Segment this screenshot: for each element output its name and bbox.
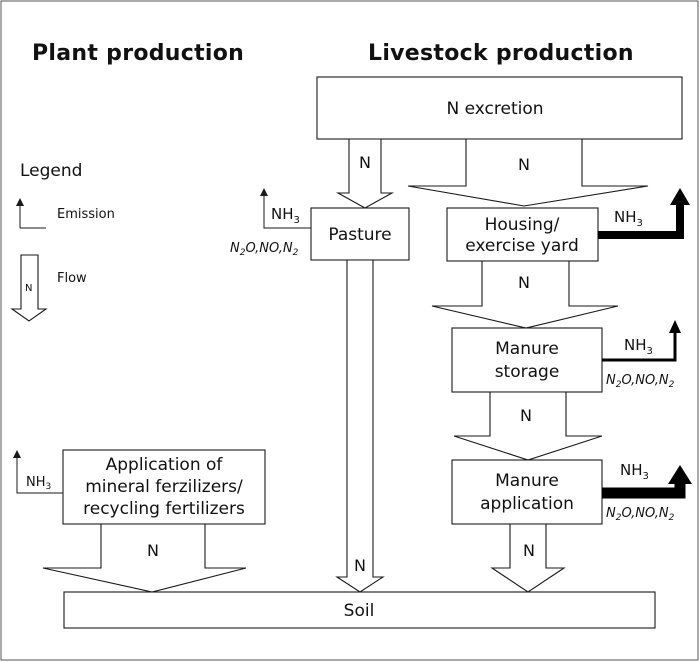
flow-label-excretion-to-housing: N bbox=[518, 155, 530, 174]
mineral-fertilizer-label-line2: mineral ferzilizers/ bbox=[85, 477, 243, 497]
legend-emission-arrow-icon bbox=[19, 202, 46, 229]
pasture-n2o-label: N2O,NO,N2 bbox=[230, 241, 299, 258]
flow-label-excretion-to-pasture: N bbox=[359, 153, 371, 172]
legend-flow-label: Flow bbox=[57, 271, 87, 286]
flow-label-mineral-to-soil: N bbox=[147, 541, 159, 560]
pasture-emission-arrow-head-icon bbox=[260, 188, 268, 196]
housing-nh3-label: NH3 bbox=[614, 208, 643, 229]
mineral-emission-line bbox=[16, 456, 63, 494]
storage-n2o-label: N2O,NO,N2 bbox=[606, 373, 675, 390]
storage-emission-arrow bbox=[602, 333, 677, 362]
application-emission-thick-arrow bbox=[602, 482, 686, 499]
mineral-fertilizer-label-line1: Application of bbox=[106, 455, 224, 475]
manure-application-label-line2: application bbox=[480, 494, 574, 514]
manure-storage-label-line1: Manure bbox=[495, 339, 559, 359]
legend-title: Legend bbox=[20, 161, 82, 181]
housing-label-line1: Housing/ bbox=[485, 215, 560, 235]
legend-emission-arrow-head-icon bbox=[16, 198, 24, 206]
storage-emission-arrow-head-icon bbox=[669, 320, 681, 333]
flow-label-housing-to-storage: N bbox=[518, 273, 530, 292]
plant-production-heading: Plant production bbox=[32, 41, 244, 66]
flow-arrow-application-to-soil bbox=[490, 523, 566, 593]
mineral-fertilizer-label-line3: recycling fertilizers bbox=[83, 499, 245, 519]
soil-label: Soil bbox=[344, 601, 375, 621]
pasture-box bbox=[310, 207, 410, 261]
pasture-emission-line bbox=[263, 194, 311, 229]
mineral-nh3-label: NH3 bbox=[26, 475, 51, 492]
flow-label-storage-to-application: N bbox=[520, 406, 532, 425]
livestock-production-heading: Livestock production bbox=[368, 41, 634, 66]
manure-application-box bbox=[451, 459, 603, 525]
application-nh3-label: NH3 bbox=[620, 461, 649, 482]
n-excretion-box bbox=[316, 76, 683, 140]
mineral-fertilizer-box bbox=[62, 449, 266, 525]
housing-emission-thick-arrow bbox=[598, 203, 684, 239]
flow-arrow-housing-to-storage bbox=[431, 260, 619, 329]
pasture-nh3-label: NH3 bbox=[271, 205, 300, 226]
soil-box bbox=[63, 591, 656, 629]
n-excretion-label: N excretion bbox=[446, 99, 543, 119]
legend-flow-symbol: N bbox=[25, 283, 32, 294]
flow-arrow-mineral-to-soil bbox=[42, 523, 247, 593]
flow-arrow-storage-to-application bbox=[453, 391, 603, 461]
flow-arrow-pasture-to-soil bbox=[335, 259, 385, 593]
flow-arrow-excretion-to-pasture bbox=[335, 138, 395, 209]
manure-application-label-line1: Manure bbox=[495, 471, 559, 491]
flow-label-pasture-to-soil: N bbox=[354, 556, 366, 575]
mineral-emission-arrow-head-icon bbox=[13, 450, 21, 458]
legend-emission-label: Emission bbox=[57, 207, 115, 222]
housing-label-line2: exercise yard bbox=[465, 236, 579, 256]
flow-arrow-excretion-to-housing bbox=[407, 138, 649, 207]
pasture-label: Pasture bbox=[328, 225, 391, 245]
application-emission-arrow-head-icon bbox=[668, 465, 692, 484]
manure-storage-label-line2: storage bbox=[495, 362, 560, 382]
storage-nh3-label: NH3 bbox=[624, 336, 653, 357]
application-n2o-label: N2O,NO,N2 bbox=[606, 506, 675, 523]
flow-label-application-to-soil: N bbox=[523, 541, 535, 560]
housing-emission-arrow-head-icon bbox=[670, 188, 690, 205]
manure-storage-box bbox=[451, 327, 603, 393]
legend-flow-arrow-icon bbox=[10, 254, 48, 322]
